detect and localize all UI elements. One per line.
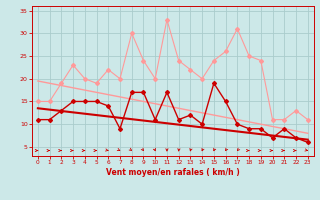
X-axis label: Vent moyen/en rafales ( km/h ): Vent moyen/en rafales ( km/h ) xyxy=(106,168,240,177)
